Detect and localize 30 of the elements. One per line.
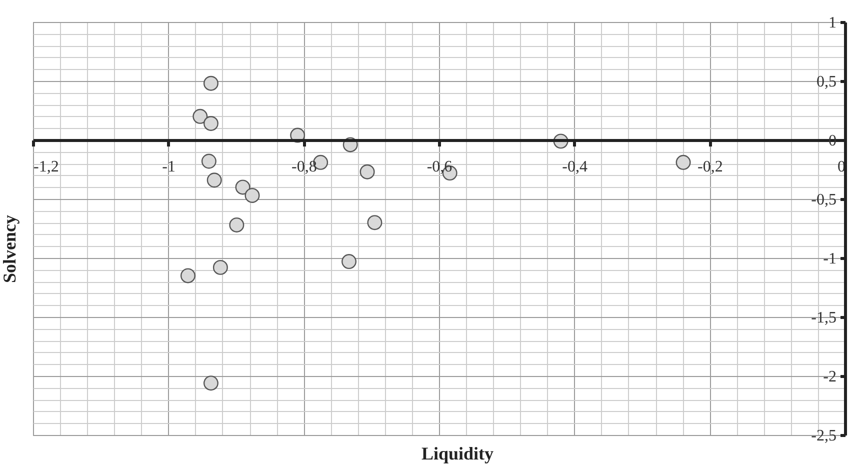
x-tick-label: -0,6	[426, 158, 452, 176]
x-tick-label: -0,2	[698, 158, 723, 176]
point	[192, 108, 208, 124]
point	[212, 260, 228, 275]
x-tick-label: -0,8	[292, 158, 317, 176]
point	[342, 254, 356, 270]
y-tick-label: 0,5	[816, 74, 836, 90]
point	[203, 116, 218, 131]
point	[244, 188, 260, 203]
point	[229, 217, 244, 232]
x-tick-label: -0,4	[562, 158, 588, 176]
x-tick-label: -1,2	[34, 158, 59, 176]
y-tick-label: 1	[828, 14, 836, 32]
point	[201, 154, 216, 169]
point	[367, 215, 382, 230]
y-axis-title: Solvency	[0, 214, 20, 284]
y-tick-label: -0,5	[811, 192, 836, 208]
point	[360, 164, 375, 180]
y-tick-label: -2	[823, 368, 836, 386]
point	[203, 376, 218, 391]
y-tick-label: -1	[823, 250, 836, 268]
x-tick-label: -1	[162, 158, 176, 176]
point	[235, 180, 250, 195]
point	[206, 172, 222, 188]
point	[676, 154, 691, 170]
x-axis-title: Liquidity	[421, 444, 494, 464]
point	[203, 76, 218, 91]
y-tick-label: -2,5	[811, 428, 836, 444]
point	[180, 268, 196, 284]
y-tick-label: -1,5	[811, 310, 836, 326]
